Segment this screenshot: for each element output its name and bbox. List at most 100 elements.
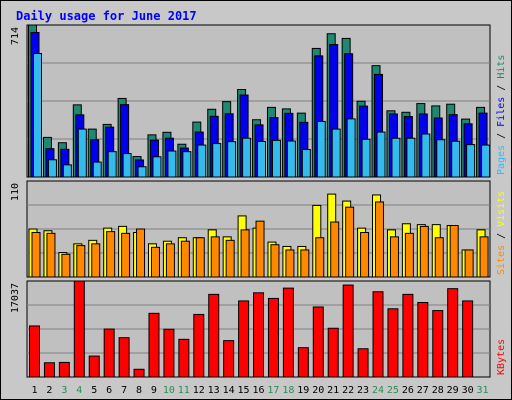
hits-pages-bar-day-22 [346, 118, 356, 178]
visits-sites-bar-day-5 [91, 243, 101, 278]
kbytes-kbytes-bar-day-9 [148, 312, 160, 378]
hits-pages-bar-day-18 [286, 140, 296, 178]
hits-pages-bar-day-20 [316, 120, 326, 178]
kbytes-ymax-label: 17037 [10, 283, 21, 313]
hits-pages-bar-day-23 [361, 138, 371, 178]
kbytes-kbytes-bar-day-15 [238, 300, 250, 378]
x-tick-label-day-10: 10 [163, 385, 175, 396]
visits-sites-bar-day-7 [121, 232, 131, 278]
kbytes-kbytes-bar-day-20 [312, 306, 324, 378]
visits-sites-bar-day-26 [404, 232, 414, 278]
kbytes-kbytes-bar-day-16 [253, 292, 265, 378]
x-axis-day-labels: 1 2 3 4 5 6 7 8 9 10 11 12 13 14 15 16 17 18 19 20 21 22 23 24 2… [31, 385, 488, 396]
x-tick-label-day-18: 18 [282, 385, 294, 396]
x-tick-label-day-2: 2 [46, 385, 52, 396]
kbytes-kbytes-bar-day-18 [282, 287, 294, 378]
x-tick-label-day-16: 16 [252, 385, 264, 396]
visits-panel: 110 Sites / Visits [10, 180, 507, 278]
kbytes-kbytes-bar-day-12 [193, 313, 205, 378]
kbytes-kbytes-bar-day-19 [297, 347, 309, 378]
x-tick-label-day-26: 26 [402, 385, 414, 396]
x-tick-label-day-20: 20 [312, 385, 324, 396]
visits-sites-bar-day-17 [270, 244, 280, 278]
kbytes-legend-entry-0: KBytes [496, 339, 507, 375]
visits-sites-bar-day-10 [165, 243, 175, 278]
hits-pages-bar-day-11 [182, 151, 192, 178]
kbytes-kbytes-bar-day-22 [342, 284, 354, 378]
kbytes-kbytes-bar-day-23 [357, 348, 369, 378]
kbytes-kbytes-bar-day-10 [163, 328, 175, 378]
visits-sites-bar-day-25 [389, 236, 399, 278]
x-tick-label-day-15: 15 [238, 385, 250, 396]
visits-legend-entry-2: Visits [496, 191, 507, 227]
hits-pages-bar-day-14 [227, 141, 237, 178]
kbytes-kbytes-bar-day-24 [372, 291, 384, 378]
visits-sites-bar-day-22 [345, 206, 355, 278]
visits-legend: Sites / Visits [496, 191, 507, 275]
visits-sites-bar-day-6 [106, 231, 116, 278]
kbytes-kbytes-bar-day-28 [432, 310, 444, 378]
kbytes-kbytes-bar-day-21 [327, 327, 339, 378]
kbytes-kbytes-bar-day-11 [178, 338, 190, 378]
visits-sites-bar-day-28 [434, 237, 444, 278]
visits-sites-bar-day-30 [464, 249, 474, 278]
hits-pages-bar-day-1 [33, 53, 42, 178]
kbytes-kbytes-bar-day-27 [417, 301, 429, 378]
kbytes-kbytes-bar-day-13 [208, 293, 220, 378]
hits-pages-bar-day-7 [122, 153, 132, 178]
kbytes-kbytes-bar-day-7 [118, 337, 130, 378]
visits-sites-bar-day-15 [240, 229, 250, 278]
visits-legend-entry-1: / [496, 227, 507, 245]
hits-legend-entry-0: Pages [496, 145, 507, 175]
hits-pages-bar-day-17 [271, 139, 281, 178]
kbytes-kbytes-bar-day-14 [223, 340, 235, 378]
visits-sites-bar-day-9 [150, 246, 160, 278]
x-tick-label-day-1: 1 [31, 385, 37, 396]
hits-pages-bar-day-28 [436, 139, 446, 178]
visits-sites-bar-day-1 [31, 231, 41, 278]
hits-pages-bar-day-16 [257, 140, 267, 178]
x-tick-label-day-11: 11 [178, 385, 190, 396]
x-tick-label-day-29: 29 [447, 385, 459, 396]
hits-pages-bar-day-27 [421, 133, 431, 178]
x-tick-label-day-9: 9 [151, 385, 157, 396]
x-tick-label-day-28: 28 [432, 385, 444, 396]
kbytes-kbytes-bar-day-25 [387, 308, 399, 378]
visits-sites-bar-day-18 [285, 249, 295, 278]
x-tick-label-day-14: 14 [223, 385, 235, 396]
hits-pages-bar-day-12 [197, 144, 207, 178]
visits-sites-bar-day-16 [255, 220, 265, 278]
kbytes-kbytes-bar-day-1 [29, 325, 40, 378]
visits-sites-bar-day-24 [375, 201, 385, 278]
hits-pages-bar-day-15 [242, 137, 252, 178]
x-tick-label-day-23: 23 [357, 385, 369, 396]
hits-pages-bar-day-31 [481, 144, 491, 178]
visits-legend-entry-0: Sites [496, 245, 507, 275]
hits-pages-bar-day-29 [451, 140, 461, 178]
hits-pages-bar-day-6 [107, 151, 117, 178]
kbytes-kbytes-bar-day-5 [88, 355, 100, 378]
hits-pages-bar-day-21 [331, 128, 341, 178]
x-tick-label-day-22: 22 [342, 385, 354, 396]
hits-ymax-label: 714 [10, 27, 21, 45]
hits-legend-entry-2: Files [496, 97, 507, 127]
hits-legend: Pages / Files / Hits [496, 55, 507, 175]
hits-pages-bar-day-13 [212, 143, 222, 178]
x-tick-label-day-27: 27 [417, 385, 429, 396]
visits-sites-bar-day-14 [225, 239, 235, 278]
kbytes-kbytes-bar-day-2 [43, 362, 55, 378]
hits-legend-entry-3: / [496, 79, 507, 97]
x-tick-label-day-30: 30 [462, 385, 474, 396]
x-tick-label-day-25: 25 [387, 385, 399, 396]
x-tick-label-day-17: 17 [267, 385, 279, 396]
chart-title: Daily usage for June 2017 [16, 9, 197, 23]
hits-pages-bar-day-30 [466, 144, 476, 178]
visits-sites-bar-day-31 [479, 236, 489, 278]
kbytes-kbytes-bar-day-30 [462, 300, 474, 378]
x-tick-label-day-12: 12 [193, 385, 205, 396]
x-tick-label-day-3: 3 [61, 385, 67, 396]
kbytes-legend: KBytes [496, 339, 507, 375]
x-tick-label-day-4: 4 [76, 385, 82, 396]
visits-sites-bar-day-20 [315, 237, 325, 278]
